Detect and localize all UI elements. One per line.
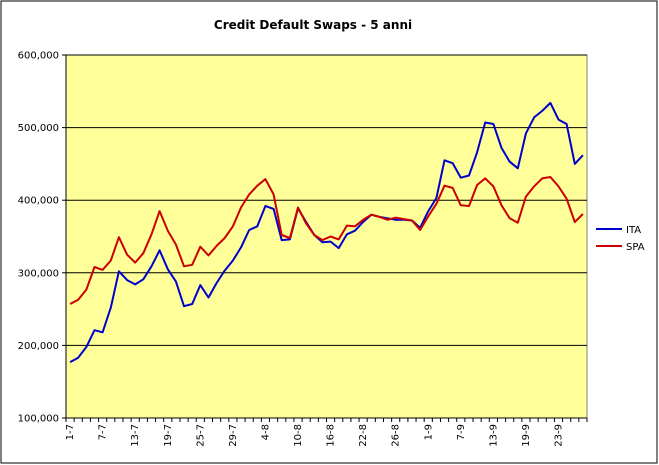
x-tick-label: 19-7 [163,424,174,447]
x-tick-label: 1-7 [65,424,76,440]
x-tick-label: 22-8 [358,424,369,447]
series-line-spa [69,176,584,305]
x-tick-label: 13-9 [488,424,499,447]
x-tick-label: 7-7 [98,424,109,440]
x-tick-label: 10-8 [293,424,304,447]
y-tick-label: 400,000 [18,196,59,207]
x-tick-label: 1-9 [423,424,434,440]
plot-background [65,54,588,419]
y-tick-label: 100,000 [18,414,59,425]
x-tick-label: 23-9 [554,424,565,447]
x-tick-label: 7-9 [456,424,467,440]
y-tick-label: 200,000 [18,341,59,352]
chart-title: Credit Default Swaps - 5 anni [214,18,412,32]
x-tick-label: 29-7 [228,424,239,447]
plot-area: 100,000 200,000 300,000 400,000 500,000 600,0… [18,51,588,447]
legend-label-ita: ITA [626,225,641,236]
legend-label-spa: SPA [626,242,645,253]
legend: ITA SPA [596,225,645,253]
y-tick-label: 600,000 [18,51,59,62]
x-tick-label: 13-7 [130,424,141,447]
series-line-ita [69,101,584,363]
y-tick-label: 300,000 [18,268,59,279]
x-tick-label: 25-7 [195,424,206,447]
x-tick-label: 4-8 [260,424,271,440]
x-tick-label: 16-8 [326,424,337,447]
x-tick-label: 19-9 [521,424,532,447]
y-tick-label: 500,000 [18,123,59,134]
x-tick-label: 26-8 [391,424,402,447]
